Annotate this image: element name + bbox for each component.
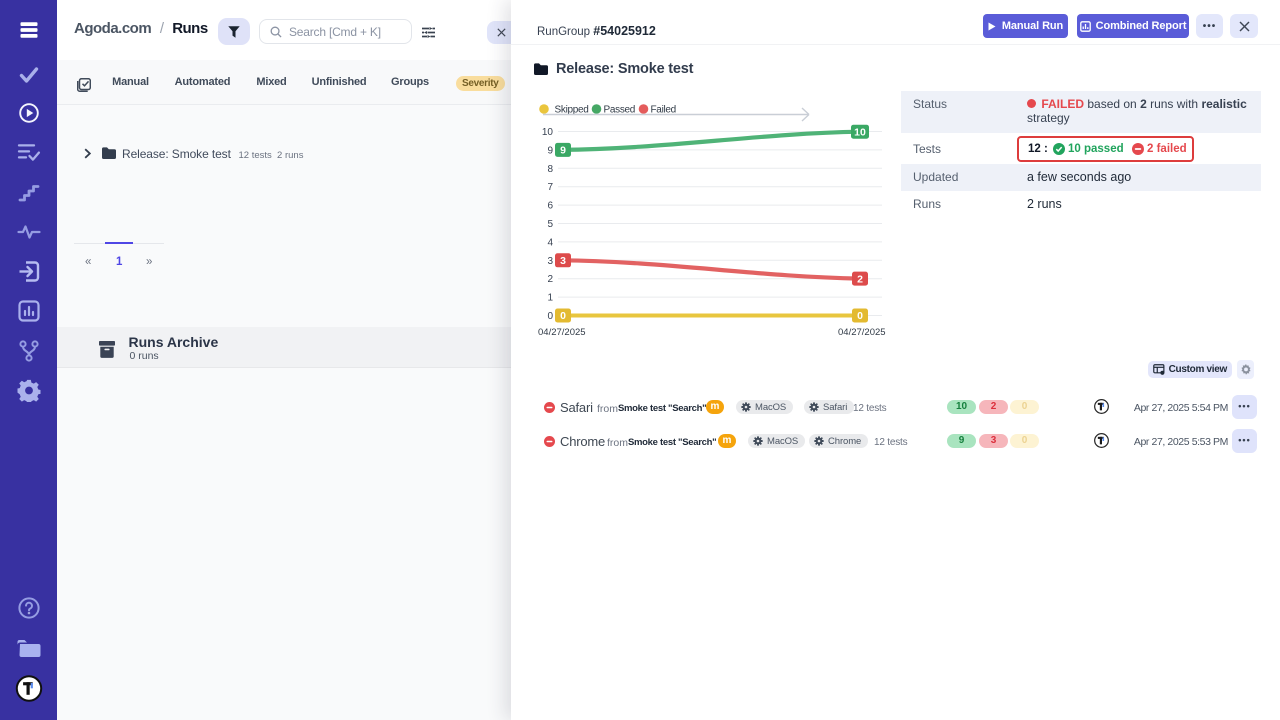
svg-text:4: 4 [547, 237, 553, 248]
svg-text:2: 2 [547, 274, 553, 285]
svg-text:0: 0 [560, 310, 566, 322]
svg-text:6: 6 [547, 201, 553, 212]
svg-text:1: 1 [547, 293, 553, 304]
svg-text:9: 9 [560, 145, 566, 157]
svg-text:Passed: Passed [604, 105, 636, 116]
svg-text:Failed: Failed [651, 105, 676, 116]
svg-text:04/27/2025: 04/27/2025 [838, 327, 886, 338]
svg-text:5: 5 [547, 219, 553, 230]
svg-text:0: 0 [857, 310, 863, 322]
svg-text:0: 0 [547, 311, 553, 322]
svg-text:Skipped: Skipped [555, 105, 589, 116]
svg-text:2: 2 [857, 273, 863, 285]
svg-text:8: 8 [547, 164, 553, 175]
svg-text:3: 3 [547, 256, 553, 267]
svg-text:04/27/2025: 04/27/2025 [538, 327, 586, 338]
svg-text:7: 7 [547, 182, 553, 193]
svg-text:10: 10 [542, 127, 554, 138]
svg-text:3: 3 [560, 255, 566, 267]
svg-text:10: 10 [854, 126, 866, 138]
svg-text:9: 9 [547, 145, 553, 156]
